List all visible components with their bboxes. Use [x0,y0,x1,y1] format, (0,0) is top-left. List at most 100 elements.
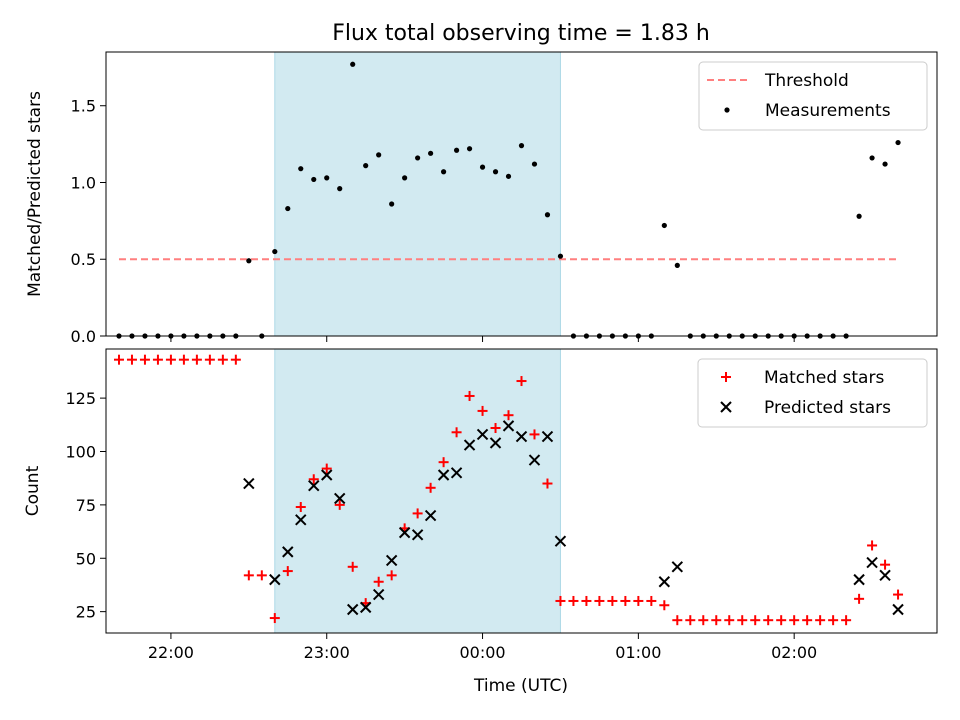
measurement-point [246,258,252,264]
matched-star-point [243,570,254,581]
predicted-star-point [321,469,333,481]
x-axis-label: Time (UTC) [473,676,568,696]
y-axis-label: Count [23,465,43,516]
legend-measurement-swatch [724,107,730,113]
predicted-star-point [334,492,346,505]
legend: Matched stars Predicted stars [697,358,928,428]
predicted-star-point [411,529,424,541]
matched-star-point [841,615,852,626]
measurement-point [337,186,343,192]
matched-star-point [373,576,384,587]
matched-star-point [724,615,735,626]
matched-star-point [425,482,436,493]
matched-star-point [295,502,306,513]
matched-star-point [581,595,592,606]
matched-star-point [516,376,527,387]
matched-star-point [282,566,293,577]
matched-star-point [880,559,891,570]
predicted-star-point [502,420,515,432]
matched-star-point [139,354,150,365]
measurement-point [544,212,551,218]
measurement-point [453,147,460,153]
predicted-star-point [372,588,385,601]
predicted-star-point [515,430,528,443]
y-tick-label: 75 [76,496,96,515]
matched-star-point [334,499,345,510]
predicted-star-point [892,603,904,616]
matched-star-point [503,410,514,421]
measurement-point [350,61,356,67]
predicted-star-point [671,561,684,573]
measurement-point [674,262,680,268]
legend-predicted-swatch [720,401,732,413]
legend-label: Predicted stars [764,398,891,418]
matched-star-point [776,615,787,626]
matched-star-point [646,595,657,606]
matched-star-point [152,354,163,365]
predicted-star-point [450,467,463,479]
predicted-star-point [463,439,476,451]
legend-matched-swatch [721,372,731,382]
predicted-star-point [243,477,255,490]
matched-star-point [412,508,423,519]
predicted-star-point [476,428,489,441]
matched-star-point [256,570,267,581]
matched-star-point [438,457,449,468]
matched-star-point [464,390,475,401]
predicted-star-point [489,437,502,449]
predicted-star-point [541,430,554,443]
legend: Threshold Measurements [698,61,928,131]
measurement-point [272,248,278,255]
x-tick-label: 00:00 [459,643,505,662]
matched-star-point [620,595,631,606]
y-tick-label: 1.5 [71,97,96,116]
matched-star-point [126,354,137,365]
measurement-point [389,201,395,207]
matched-star-point [672,615,683,626]
matched-star-point [269,613,280,624]
predicted-star-point [658,576,671,588]
matched-star-point [815,615,826,626]
y-tick-label: 50 [76,549,96,568]
y-tick-label: 0.5 [71,250,96,269]
measurement-point [324,175,330,181]
axes-frame [105,51,938,337]
matched-star-point [217,354,228,365]
measurement-point [363,163,369,169]
matched-star-point [555,595,566,606]
matched-star-point [854,593,865,604]
matched-star-point [308,474,319,485]
predicted-star-point [528,454,541,466]
matched-star-point [568,595,579,606]
legend-label: Threshold [764,71,849,91]
shaded-span [274,51,561,337]
x-tick-label: 22:00 [148,643,194,662]
series-matched-stars [113,354,904,626]
matched-star-point [763,615,774,626]
predicted-star-point [282,546,294,558]
predicted-star-point [853,573,865,586]
measurement-point [311,176,317,183]
matched-star-point [711,615,722,626]
predicted-star-point [424,509,437,522]
measurement-point [376,152,382,158]
matched-star-point [607,595,618,606]
series-measurements [116,61,901,339]
legend-box [698,61,928,131]
measurement-point [505,173,512,179]
y-tick-label: 25 [76,603,96,622]
y-tick-label: 1.0 [71,173,96,192]
predicted-star-point [866,556,878,569]
matched-star-point [685,615,696,626]
matched-star-point [867,540,878,551]
matched-star-point [230,354,241,365]
axes-frame [105,348,938,634]
measurement-point [869,155,875,161]
matched-star-point [802,615,813,626]
matched-star-point [529,429,540,440]
matched-star-point [165,354,176,365]
chart-title: Flux total observing time = 1.83 h [332,21,710,46]
y-axis-label: Matched/Predicted stars [25,91,45,297]
measurement-point [298,166,304,172]
matched-star-point [789,615,800,626]
